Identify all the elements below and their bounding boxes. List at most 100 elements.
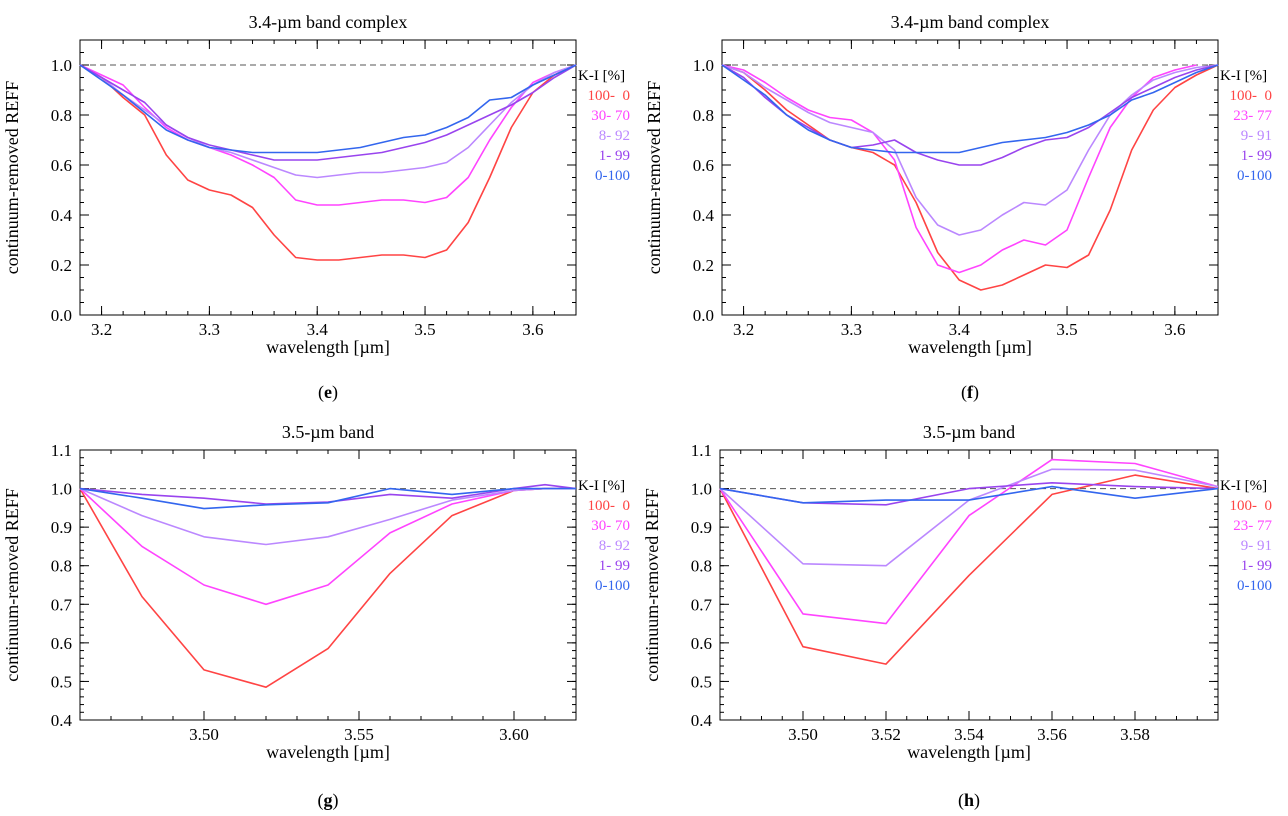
y-axis-label: continuum-removed REFF <box>2 488 22 681</box>
series-line-4 <box>721 64 1219 154</box>
y-tick-label: 0.5 <box>691 672 712 691</box>
series-line-0 <box>79 64 577 261</box>
series-line-0 <box>79 487 576 689</box>
series-line-1 <box>79 64 577 206</box>
x-tick-label: 3.50 <box>189 725 219 744</box>
legend-entry-4: 0-100 <box>1237 578 1272 594</box>
x-axis-label: wavelength [µm] <box>266 742 390 762</box>
chart-panel-f: 3.2 3.3 3.4 3.5 3.6 0.0 0.2 0.4 0.6 0.8 1.0 3.4-µm … <box>644 12 1272 403</box>
x-tick-label: 3.54 <box>954 725 984 744</box>
panel-letter-text: e <box>324 382 332 402</box>
y-axis-label: continuum-removed REFF <box>644 81 664 274</box>
series-line-4 <box>719 485 1219 504</box>
plot-frame <box>721 39 1219 316</box>
x-tick-label: 3.6 <box>522 320 543 339</box>
panel-letter-text: h <box>964 790 974 810</box>
series-line-2 <box>79 487 576 546</box>
legend-entry-1: 30- 70 <box>591 108 630 124</box>
legend-entry-0: 100- 0 <box>588 498 631 514</box>
legend-entry-1: 23- 77 <box>1233 518 1272 534</box>
legend-entry-4: 0-100 <box>595 578 630 594</box>
y-tick-label: 0.2 <box>693 256 714 275</box>
chart-title: 3.4-µm band complex <box>891 12 1050 32</box>
x-tick-label: 3.50 <box>788 725 818 744</box>
y-tick-label: 0.4 <box>691 711 713 730</box>
y-tick-label: 0.6 <box>691 634 712 653</box>
legend-title: K-I [%] <box>578 478 625 494</box>
chart-panel-h: 3.50 3.52 3.54 3.56 3.58 0.4 0.5 0.6 0.7 0.8 0.9 1.… <box>642 422 1272 811</box>
legend-entry-1: 30- 70 <box>591 518 630 534</box>
plot-frame <box>719 449 1219 721</box>
legend-entry-0: 100- 0 <box>1230 498 1273 514</box>
legend-entry-2: 8- 92 <box>599 538 630 554</box>
panel-letter-text: g <box>324 790 333 810</box>
chart-title: 3.5-µm band <box>923 422 1015 442</box>
x-tick-label: 3.52 <box>871 725 901 744</box>
series-line-0 <box>721 64 1219 291</box>
legend-entry-2: 8- 92 <box>599 128 630 144</box>
plot-frame <box>79 39 577 316</box>
series-line-1 <box>79 487 576 606</box>
legend-entry-1: 23- 77 <box>1233 108 1272 124</box>
series-line-2 <box>79 64 577 179</box>
y-tick-label: 0.6 <box>51 634 72 653</box>
y-tick-label: 0.9 <box>691 518 712 537</box>
y-tick-label: 0.6 <box>51 156 72 175</box>
series-line-1 <box>721 64 1197 274</box>
panel-letter: (f) <box>961 382 979 403</box>
series-line-2 <box>721 64 1219 236</box>
legend-title: K-I [%] <box>1220 478 1267 494</box>
legend-entry-4: 0-100 <box>1237 168 1272 184</box>
x-tick-label: 3.5 <box>1056 320 1077 339</box>
series-line-3 <box>79 483 577 505</box>
legend-entry-0: 100- 0 <box>588 88 631 104</box>
x-tick-label: 3.4 <box>949 320 971 339</box>
y-tick-label: 0.5 <box>51 672 72 691</box>
x-tick-label: 3.60 <box>499 725 529 744</box>
chart-title: 3.5-µm band <box>282 422 374 442</box>
legend-entry-3: 1- 99 <box>1241 148 1272 164</box>
x-tick-label: 3.56 <box>1037 725 1067 744</box>
series-line-3 <box>721 64 1219 166</box>
series-line-1 <box>719 458 1219 625</box>
legend-entry-2: 9- 91 <box>1241 128 1272 144</box>
x-tick-label: 3.6 <box>1164 320 1185 339</box>
chart-title: 3.4-µm band complex <box>249 12 408 32</box>
y-tick-label: 1.1 <box>691 441 712 460</box>
series-line-4 <box>79 64 577 154</box>
y-axis-label: continuum-removed REFF <box>2 81 22 274</box>
x-tick-label: 3.2 <box>733 320 754 339</box>
y-tick-label: 0.4 <box>693 206 715 225</box>
x-tick-label: 3.3 <box>199 320 220 339</box>
y-axis-label: continuum-removed REFF <box>642 488 662 681</box>
legend-entry-2: 9- 91 <box>1241 538 1272 554</box>
y-tick-label: 0.8 <box>691 557 712 576</box>
legend-entry-3: 1- 99 <box>1241 558 1272 574</box>
series-line-3 <box>79 64 577 161</box>
x-axis-label: wavelength [µm] <box>908 337 1032 357</box>
x-tick-label: 3.5 <box>414 320 435 339</box>
legend-entry-3: 1- 99 <box>599 148 630 164</box>
legend-entry-0: 100- 0 <box>1230 88 1273 104</box>
legend-entry-4: 0-100 <box>595 168 630 184</box>
x-tick-label: 3.2 <box>91 320 112 339</box>
legend-entry-3: 1- 99 <box>599 558 630 574</box>
chart-panel-e: 3.2 3.3 3.4 3.5 3.6 0.0 0.2 0.4 0.6 0.8 1.0 3.4-µm … <box>2 12 630 403</box>
series-line-4 <box>79 487 576 510</box>
y-tick-label: 0.6 <box>693 156 714 175</box>
y-tick-label: 0.7 <box>51 595 73 614</box>
x-axis-label: wavelength [µm] <box>907 742 1031 762</box>
legend-title: K-I [%] <box>1220 68 1267 84</box>
series-line-0 <box>719 474 1219 665</box>
x-tick-label: 3.3 <box>841 320 862 339</box>
y-tick-label: 0.0 <box>693 306 714 325</box>
panel-letter: (h) <box>958 790 980 811</box>
y-tick-label: 1.0 <box>51 56 72 75</box>
x-tick-label: 3.4 <box>307 320 329 339</box>
y-tick-label: 1.1 <box>51 441 72 460</box>
y-tick-label: 0.7 <box>691 595 713 614</box>
x-axis-label: wavelength [µm] <box>266 337 390 357</box>
panel-letter-text: f <box>967 382 974 402</box>
panel-letter: (e) <box>318 382 338 403</box>
